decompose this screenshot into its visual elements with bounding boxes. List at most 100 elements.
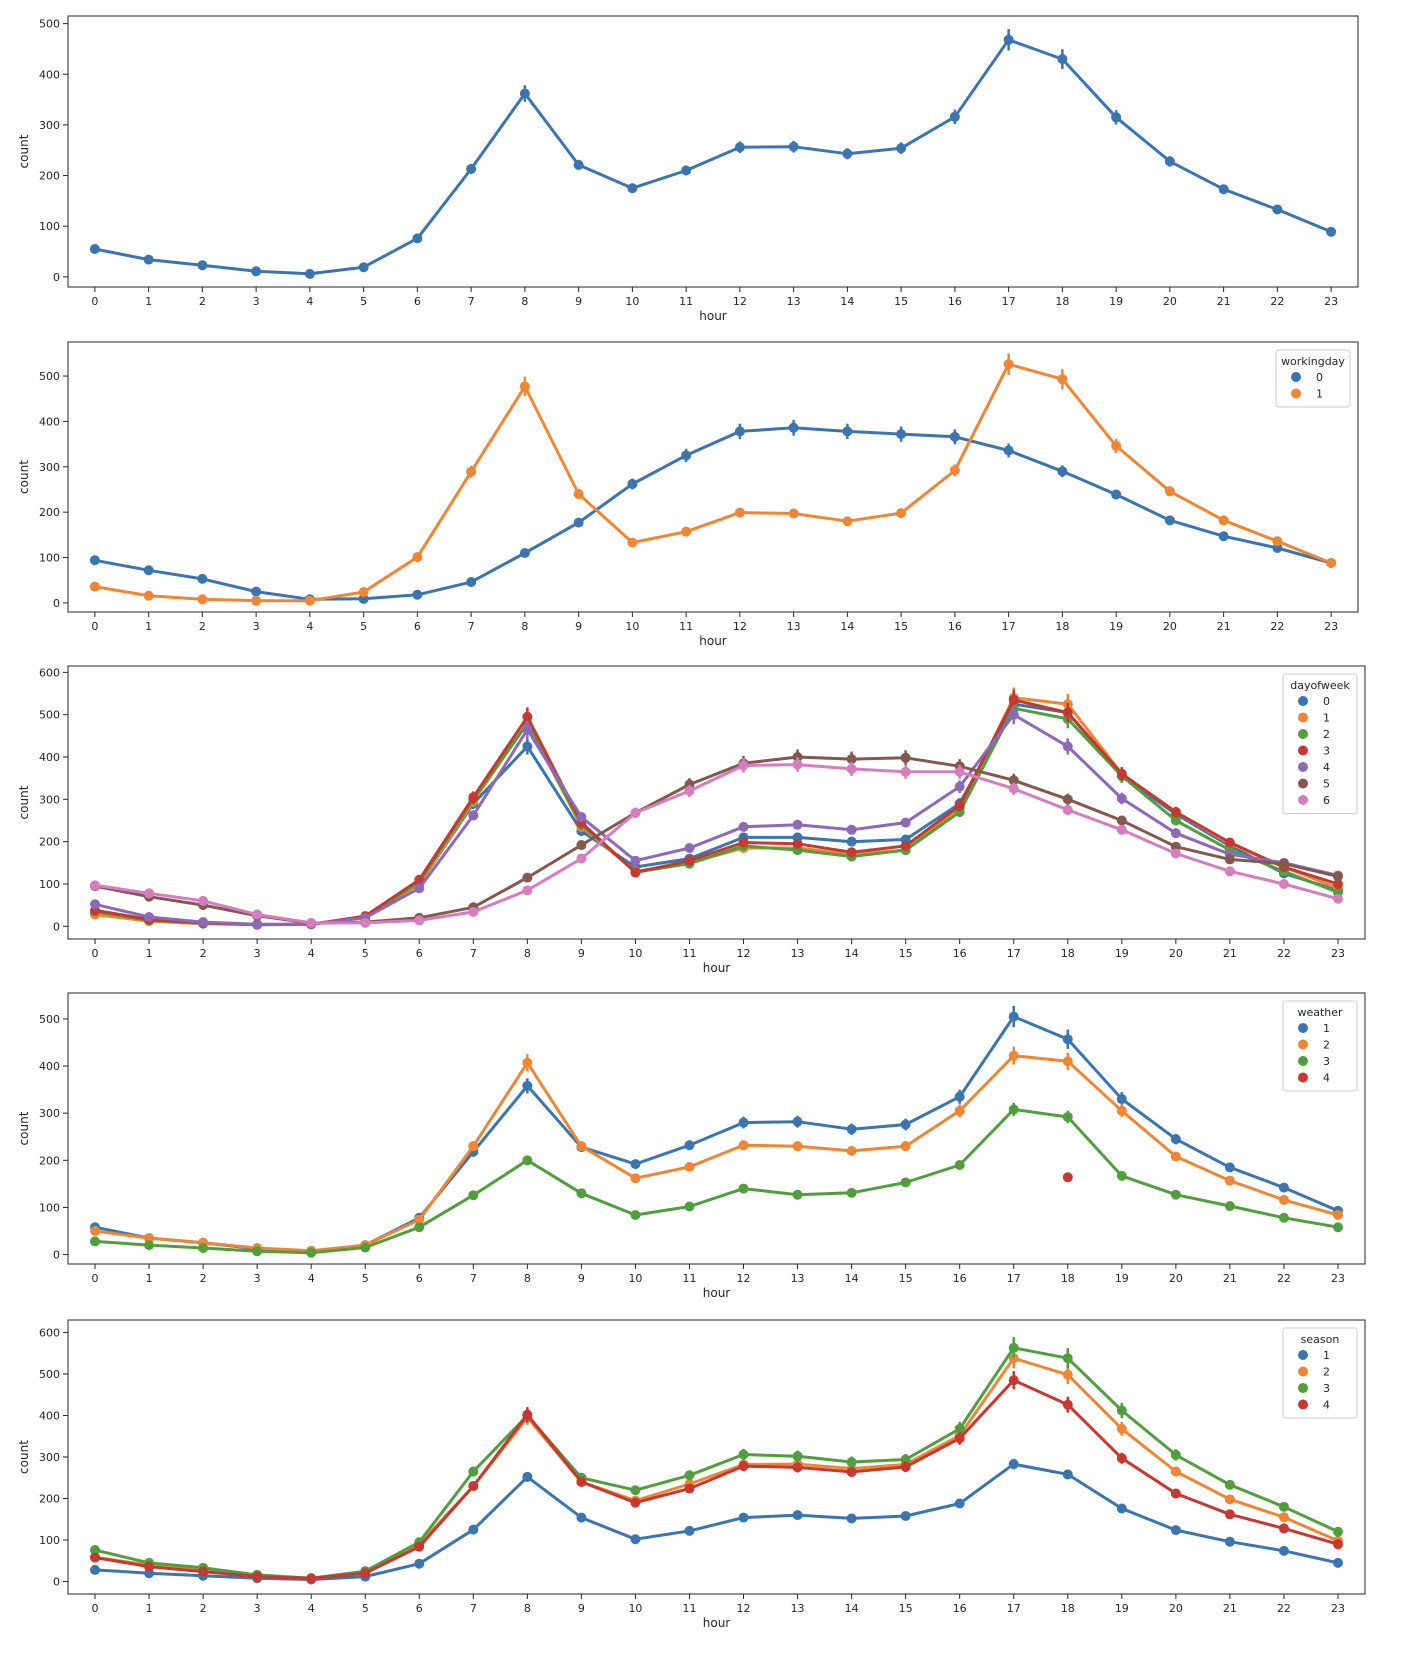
data-point xyxy=(1170,807,1181,818)
data-point xyxy=(684,1201,695,1212)
y-tick-label: 500 xyxy=(39,1368,60,1381)
legend: weather 1 2 3 4 xyxy=(1282,1000,1358,1092)
x-tick-label: 6 xyxy=(414,295,421,308)
data-point xyxy=(846,1513,857,1524)
chart-panel-1: 0 1 2 3 4 5 6 7 8 9 10 11 12 13 14 15 16 17 18 19 20 21 22 2301… xyxy=(17,341,1359,648)
data-point xyxy=(143,565,154,576)
y-axis-label: count xyxy=(17,1111,31,1145)
x-tick-label: 8 xyxy=(524,1602,531,1615)
x-tick-label: 17 xyxy=(1002,620,1016,633)
data-point xyxy=(1278,1501,1289,1512)
x-tick-label: 1 xyxy=(146,1272,153,1285)
x-tick-label: 10 xyxy=(625,295,639,308)
legend-marker xyxy=(1291,388,1301,399)
data-point xyxy=(954,800,965,811)
legend-label: 4 xyxy=(1323,761,1330,774)
data-point xyxy=(1164,156,1175,167)
data-point xyxy=(90,1236,101,1247)
data-point xyxy=(1218,515,1229,526)
legend-label: 6 xyxy=(1323,794,1330,807)
x-tick-label: 10 xyxy=(625,620,639,633)
data-point xyxy=(1008,1375,1019,1386)
data-point xyxy=(468,1481,479,1492)
data-point xyxy=(738,1117,749,1128)
data-point xyxy=(197,260,208,271)
data-point xyxy=(1332,1539,1343,1550)
data-point xyxy=(1224,1494,1235,1505)
plot-frame xyxy=(67,341,1359,613)
data-point xyxy=(954,1433,965,1444)
x-tick-label: 2 xyxy=(200,1602,207,1615)
data-point xyxy=(738,1183,749,1194)
data-point xyxy=(1057,54,1068,65)
legend-marker xyxy=(1298,1366,1308,1377)
data-point xyxy=(896,429,907,440)
data-point xyxy=(1272,204,1283,215)
legend-label: 4 xyxy=(1323,1072,1330,1085)
x-tick-label: 15 xyxy=(894,620,908,633)
series-line xyxy=(94,1378,1339,1580)
data-point xyxy=(144,911,155,922)
x-tick-label: 12 xyxy=(737,1272,751,1285)
legend-marker xyxy=(1298,1350,1308,1360)
y-axis-label: count xyxy=(17,134,31,168)
data-point xyxy=(1272,536,1283,547)
legend-label: 3 xyxy=(1323,1055,1330,1068)
series-2 xyxy=(90,698,1343,930)
data-point xyxy=(684,785,695,796)
data-point xyxy=(954,1160,965,1171)
data-point xyxy=(1008,775,1019,786)
data-point xyxy=(738,1461,749,1472)
x-tick-label: 20 xyxy=(1169,1272,1183,1285)
data-point xyxy=(630,807,641,818)
data-point xyxy=(792,1189,803,1200)
data-point xyxy=(1111,489,1122,500)
data-point xyxy=(900,840,911,851)
data-point xyxy=(792,819,803,830)
x-tick-label: 5 xyxy=(362,947,369,960)
y-tick-label: 300 xyxy=(39,1451,60,1464)
series-line xyxy=(94,1346,1339,1580)
data-point xyxy=(1218,184,1229,195)
data-point xyxy=(1008,709,1019,720)
data-point xyxy=(360,1242,371,1253)
data-point xyxy=(1278,1212,1289,1223)
x-tick-label: 2 xyxy=(199,295,206,308)
legend-marker xyxy=(1298,729,1308,739)
data-point xyxy=(1170,1488,1181,1499)
data-point xyxy=(900,766,911,777)
data-point xyxy=(414,1558,425,1569)
data-point xyxy=(738,760,749,771)
y-tick-label: 600 xyxy=(39,666,60,679)
data-point xyxy=(954,766,965,777)
data-point xyxy=(90,899,101,910)
legend-marker xyxy=(1298,1072,1308,1083)
data-point xyxy=(738,821,749,832)
data-point xyxy=(1116,824,1127,835)
data-point xyxy=(576,1188,587,1199)
x-tick-label: 9 xyxy=(575,295,582,308)
x-tick-label: 0 xyxy=(91,295,98,308)
y-tick-label: 400 xyxy=(39,1409,60,1422)
x-tick-label: 2 xyxy=(200,947,207,960)
x-tick-label: 23 xyxy=(1331,947,1345,960)
x-tick-label: 13 xyxy=(787,295,801,308)
x-tick-label: 13 xyxy=(791,1272,805,1285)
data-point xyxy=(900,1119,911,1130)
legend-marker xyxy=(1291,372,1301,382)
data-point xyxy=(1218,531,1229,542)
data-point xyxy=(1332,1557,1343,1568)
data-point xyxy=(684,855,695,866)
data-point xyxy=(954,781,965,792)
data-point xyxy=(846,847,857,858)
data-point xyxy=(788,508,799,519)
y-tick-label: 200 xyxy=(39,836,60,849)
data-point xyxy=(1057,374,1068,385)
data-point xyxy=(1062,1369,1073,1380)
data-point xyxy=(1224,1479,1235,1490)
data-point xyxy=(949,111,960,122)
legend-marker xyxy=(1298,1056,1308,1066)
x-tick-label: 11 xyxy=(682,947,696,960)
x-tick-label: 6 xyxy=(416,947,423,960)
data-point xyxy=(846,1456,857,1467)
